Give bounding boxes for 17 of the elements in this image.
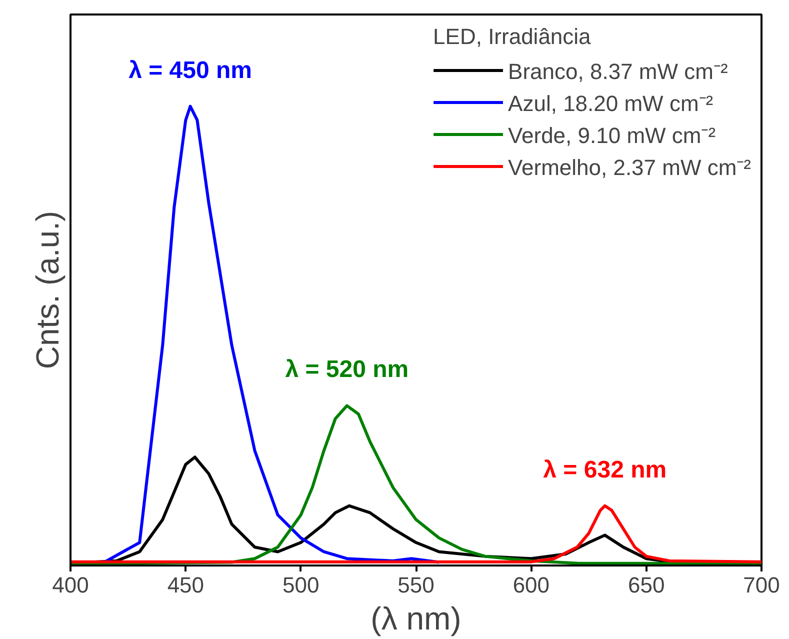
y-axis-title: Cnts. (a.u.): [30, 210, 66, 370]
x-tick-label: 650: [628, 572, 665, 598]
annotation: λ = 450 nm: [128, 56, 252, 84]
x-tick-label: 600: [512, 572, 550, 598]
legend-title: LED, Irradiância: [433, 24, 592, 50]
annotation: λ = 520 nm: [285, 356, 409, 384]
legend-label: Branco, 8.37 mW cm⁻²: [508, 58, 728, 85]
legend-label: Azul, 18.20 mW cm⁻²: [508, 90, 714, 117]
legend-label: Vermelho, 2.37 mW cm⁻²: [508, 154, 751, 181]
x-axis-title: (λ nm): [370, 600, 462, 636]
x-tick-label: 450: [167, 572, 204, 598]
x-tick-label: 500: [282, 572, 320, 598]
x-tick-label: 700: [743, 572, 780, 598]
legend-label: Verde, 9.10 mW cm⁻²: [508, 122, 716, 149]
x-tick-label: 400: [52, 572, 89, 598]
annotation: λ = 632 nm: [543, 456, 667, 484]
x-tick-label: 550: [398, 572, 434, 598]
